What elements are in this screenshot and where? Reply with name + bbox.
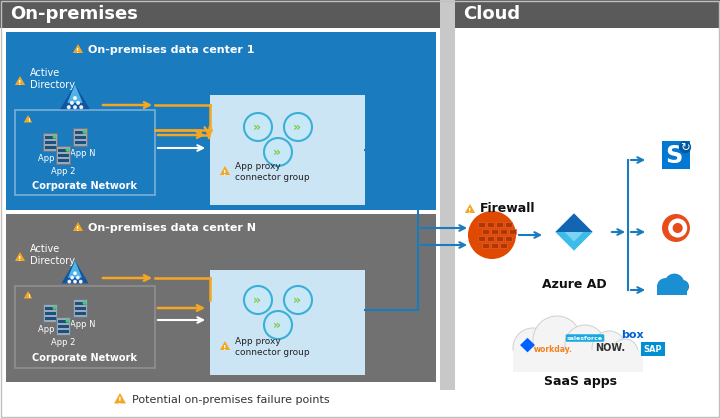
Text: On-premises data center 1: On-premises data center 1: [88, 45, 254, 55]
Text: »: »: [293, 120, 301, 133]
FancyBboxPatch shape: [74, 136, 86, 138]
Text: App proxy
connector group: App proxy connector group: [235, 162, 310, 182]
Circle shape: [66, 320, 68, 322]
Text: App proxy
connector group: App proxy connector group: [235, 336, 310, 357]
Text: SaaS apps: SaaS apps: [544, 375, 616, 388]
Text: Cloud: Cloud: [463, 5, 520, 23]
Polygon shape: [555, 213, 593, 232]
Text: »: »: [253, 120, 261, 133]
Text: Firewall: Firewall: [480, 201, 536, 214]
Text: »: »: [293, 293, 301, 306]
Circle shape: [676, 280, 689, 293]
Text: Active
Directory: Active Directory: [30, 68, 75, 90]
Polygon shape: [24, 115, 32, 122]
Circle shape: [53, 136, 55, 138]
Polygon shape: [73, 222, 83, 231]
FancyBboxPatch shape: [513, 350, 643, 372]
Text: ◆: ◆: [520, 334, 534, 354]
Polygon shape: [465, 204, 475, 213]
FancyBboxPatch shape: [500, 243, 507, 248]
Text: !: !: [118, 397, 122, 405]
Circle shape: [284, 113, 312, 141]
Polygon shape: [73, 44, 83, 53]
FancyBboxPatch shape: [491, 243, 498, 248]
Circle shape: [284, 286, 312, 314]
Circle shape: [76, 276, 79, 279]
FancyBboxPatch shape: [58, 159, 68, 161]
FancyBboxPatch shape: [58, 154, 68, 156]
Circle shape: [73, 272, 76, 275]
FancyBboxPatch shape: [210, 95, 365, 205]
Text: salesforce: salesforce: [567, 336, 603, 341]
Circle shape: [668, 219, 687, 237]
Polygon shape: [15, 252, 25, 261]
Circle shape: [71, 276, 73, 279]
FancyBboxPatch shape: [45, 146, 55, 148]
Circle shape: [68, 106, 70, 109]
FancyBboxPatch shape: [500, 229, 507, 234]
FancyBboxPatch shape: [45, 136, 55, 138]
FancyBboxPatch shape: [56, 317, 70, 335]
Polygon shape: [68, 84, 83, 103]
FancyBboxPatch shape: [505, 236, 512, 241]
Circle shape: [662, 214, 690, 242]
FancyBboxPatch shape: [43, 133, 57, 151]
Text: workday.: workday.: [534, 346, 572, 354]
Circle shape: [79, 280, 82, 283]
FancyBboxPatch shape: [487, 222, 494, 227]
Circle shape: [68, 280, 71, 283]
Text: ↻: ↻: [680, 141, 690, 154]
Text: !: !: [223, 170, 227, 176]
Text: !: !: [27, 294, 30, 299]
FancyBboxPatch shape: [74, 312, 86, 314]
FancyBboxPatch shape: [74, 131, 86, 133]
Polygon shape: [61, 261, 89, 283]
Text: S: S: [665, 144, 683, 168]
Text: box: box: [621, 330, 643, 340]
FancyBboxPatch shape: [641, 342, 665, 356]
FancyBboxPatch shape: [45, 307, 55, 309]
FancyBboxPatch shape: [478, 236, 485, 241]
Circle shape: [244, 286, 272, 314]
Circle shape: [679, 141, 691, 153]
Polygon shape: [114, 393, 126, 403]
Text: On-premises data center N: On-premises data center N: [88, 223, 256, 233]
Text: NOW.: NOW.: [595, 343, 625, 353]
Text: !: !: [76, 48, 80, 54]
FancyBboxPatch shape: [73, 128, 87, 146]
Text: !: !: [76, 226, 80, 232]
Text: On-premises: On-premises: [10, 5, 138, 23]
FancyBboxPatch shape: [6, 32, 436, 210]
Text: App 2: App 2: [51, 338, 75, 347]
Text: App N: App N: [71, 149, 96, 158]
Circle shape: [657, 278, 674, 295]
Circle shape: [84, 131, 86, 133]
FancyBboxPatch shape: [210, 270, 365, 375]
Circle shape: [84, 302, 86, 304]
FancyBboxPatch shape: [73, 299, 87, 317]
Circle shape: [73, 97, 76, 99]
FancyBboxPatch shape: [56, 146, 70, 164]
Circle shape: [244, 113, 272, 141]
Circle shape: [612, 339, 638, 365]
FancyBboxPatch shape: [58, 320, 68, 323]
FancyBboxPatch shape: [58, 325, 68, 327]
Text: Azure AD: Azure AD: [541, 278, 606, 291]
FancyBboxPatch shape: [509, 229, 516, 234]
Circle shape: [73, 106, 76, 109]
Circle shape: [73, 280, 76, 283]
Polygon shape: [15, 76, 25, 85]
FancyBboxPatch shape: [455, 0, 720, 28]
FancyBboxPatch shape: [505, 222, 512, 227]
Circle shape: [592, 331, 626, 365]
FancyBboxPatch shape: [496, 236, 503, 241]
FancyBboxPatch shape: [45, 141, 55, 143]
Circle shape: [71, 102, 73, 104]
Circle shape: [468, 211, 516, 259]
Polygon shape: [555, 232, 593, 251]
Polygon shape: [220, 341, 230, 350]
Text: !: !: [19, 80, 22, 86]
FancyBboxPatch shape: [440, 0, 455, 390]
FancyBboxPatch shape: [45, 312, 55, 314]
